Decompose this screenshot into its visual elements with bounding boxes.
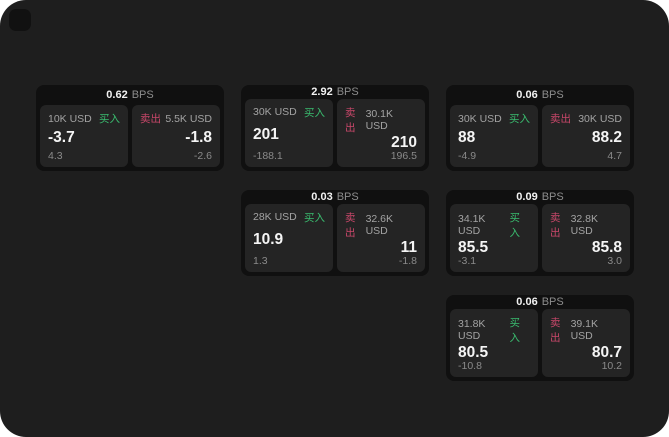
buy-delta: -4.9 [458, 150, 477, 162]
sell-price: -1.8 [185, 129, 212, 147]
buy-price: 85.5 [458, 238, 489, 256]
buy-label: 买入 [509, 316, 520, 344]
sell-price: 85.8 [591, 238, 622, 256]
bps-value: 0.03 [311, 190, 333, 203]
buy-panel[interactable]: 30K USD 买入 201 -188.1 [245, 98, 333, 167]
bps-unit: BPS [541, 89, 564, 101]
sell-delta: 3.0 [607, 255, 622, 267]
sell-delta: 4.7 [607, 150, 622, 162]
sell-size: 5.5K USD [165, 112, 212, 125]
buy-size: 28K USD [253, 211, 297, 223]
sell-panel[interactable]: 卖出 5.5K USD -1.8 -2.6 [132, 105, 220, 167]
buy-delta: 1.3 [253, 255, 268, 267]
buy-label: 买入 [509, 211, 520, 239]
buy-delta: -10.8 [458, 360, 482, 372]
bps-header: 0.06 BPS [450, 295, 630, 309]
buy-label: 买入 [99, 113, 120, 125]
sell-label: 卖出 [550, 211, 561, 239]
buy-size: 34.1K USD [458, 212, 486, 237]
buy-delta: 4.3 [48, 150, 63, 162]
sell-price: 88.2 [591, 129, 622, 147]
buy-price: 201 [253, 126, 279, 143]
sell-price: 210 [391, 133, 417, 151]
buy-label: 买入 [304, 211, 325, 224]
quote-card: 0.09 BPS 34.1K USD 买入 85.5 -3.1 卖出 32.8K… [446, 190, 634, 276]
sell-size: 32.8K USD [570, 212, 599, 237]
app-icon [9, 9, 31, 31]
sell-panel[interactable]: 卖出 39.1K USD 80.7 10.2 [542, 308, 630, 377]
sell-price: 80.7 [591, 343, 622, 361]
bps-value: 0.62 [106, 89, 128, 101]
sell-label: 卖出 [550, 316, 561, 344]
sell-size: 39.1K USD [570, 317, 599, 342]
bps-value: 2.92 [311, 85, 333, 98]
buy-delta: -188.1 [253, 150, 283, 162]
bps-unit: BPS [131, 89, 154, 101]
bps-unit: BPS [541, 295, 564, 308]
sell-label: 卖出 [345, 106, 356, 134]
buy-price: 88 [458, 129, 476, 147]
bps-header: 0.62 BPS [40, 85, 220, 105]
buy-size: 30K USD [253, 106, 297, 118]
sell-label: 卖出 [550, 113, 571, 125]
bps-value: 0.06 [516, 295, 538, 308]
sell-price: 11 [400, 238, 417, 256]
bps-unit: BPS [336, 85, 359, 98]
buy-label: 买入 [509, 113, 530, 125]
buy-label: 买入 [304, 106, 325, 119]
buy-price: 80.5 [458, 343, 489, 361]
sell-delta: -1.8 [398, 255, 417, 267]
sell-delta: -2.6 [193, 150, 212, 162]
sell-panel[interactable]: 卖出 30.1K USD 210 196.5 [337, 98, 425, 167]
bps-value: 0.09 [516, 190, 538, 203]
bps-header: 0.03 BPS [245, 190, 425, 204]
quote-card: 0.62 BPS 10K USD 买入 -3.7 4.3 卖出 5.5K USD [36, 85, 224, 171]
buy-price: 10.9 [253, 231, 284, 248]
sell-size: 30.1K USD [365, 107, 394, 132]
quote-card: 0.03 BPS 28K USD 买入 10.9 1.3 卖出 32.6K US… [241, 190, 429, 276]
sell-panel[interactable]: 卖出 32.6K USD 11 -1.8 [337, 203, 425, 272]
sell-panel[interactable]: 卖出 30K USD 88.2 4.7 [542, 105, 630, 167]
quote-card: 2.92 BPS 30K USD 买入 201 -188.1 卖出 30.1K … [241, 85, 429, 171]
sell-panel[interactable]: 卖出 32.8K USD 85.8 3.0 [542, 203, 630, 272]
buy-panel[interactable]: 30K USD 买入 88 -4.9 [450, 105, 538, 167]
buy-panel[interactable]: 34.1K USD 买入 85.5 -3.1 [450, 203, 538, 272]
sell-delta: 10.2 [601, 360, 622, 372]
quote-grid: 0.62 BPS 10K USD 买入 -3.7 4.3 卖出 5.5K USD [36, 85, 634, 381]
quote-card: 0.06 BPS 31.8K USD 买入 80.5 -10.8 卖出 39.1… [446, 295, 634, 381]
buy-delta: -3.1 [458, 255, 477, 267]
bps-value: 0.06 [516, 89, 538, 101]
sell-delta: 196.5 [390, 150, 417, 162]
bps-unit: BPS [541, 190, 564, 203]
buy-size: 30K USD [458, 112, 502, 125]
sell-size: 32.6K USD [365, 212, 394, 237]
bps-header: 2.92 BPS [245, 85, 425, 99]
bps-header: 0.06 BPS [450, 85, 630, 105]
buy-panel[interactable]: 10K USD 买入 -3.7 4.3 [40, 105, 128, 167]
bps-unit: BPS [336, 190, 359, 203]
sell-label: 卖出 [140, 113, 161, 125]
bps-header: 0.09 BPS [450, 190, 630, 204]
quote-card: 0.06 BPS 30K USD 买入 88 -4.9 卖出 30K USD [446, 85, 634, 171]
buy-price: -3.7 [48, 129, 75, 147]
sell-label: 卖出 [345, 211, 356, 239]
buy-panel[interactable]: 28K USD 买入 10.9 1.3 [245, 203, 333, 272]
buy-size: 10K USD [48, 112, 92, 125]
buy-panel[interactable]: 31.8K USD 买入 80.5 -10.8 [450, 308, 538, 377]
sell-size: 30K USD [578, 112, 622, 125]
buy-size: 31.8K USD [458, 317, 486, 342]
